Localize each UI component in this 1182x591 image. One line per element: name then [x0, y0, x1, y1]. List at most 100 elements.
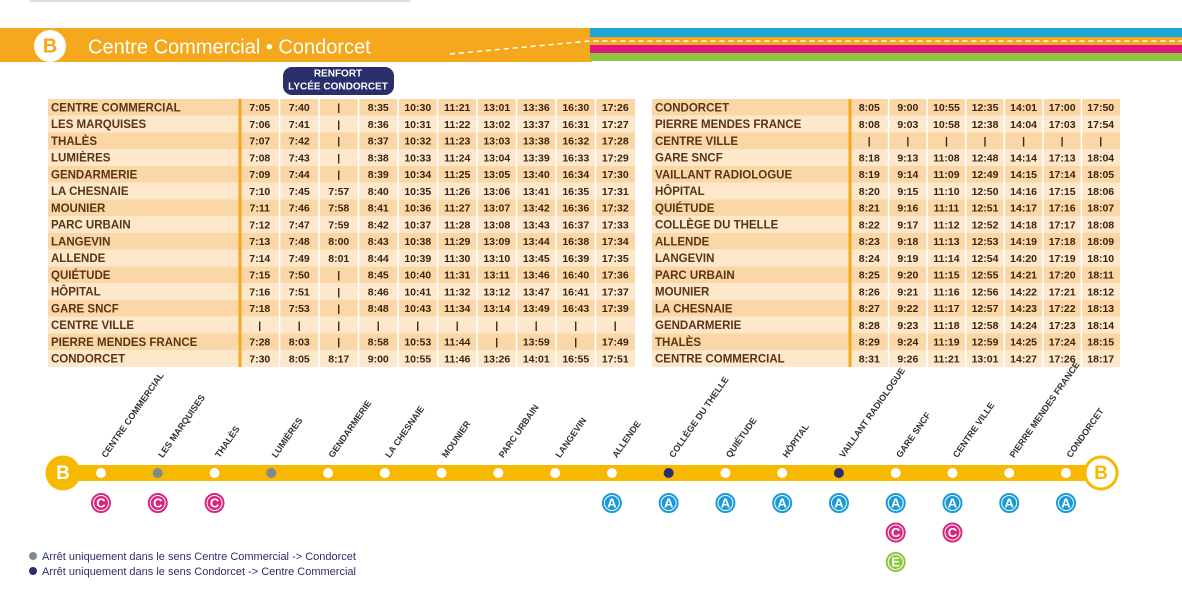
time: 11:26: [444, 186, 470, 198]
stop-label: CONDORCET: [1064, 406, 1106, 460]
row-bg: [48, 266, 635, 284]
time: 7:46: [289, 203, 310, 215]
title: Centre Commercial • Condorcet: [88, 36, 371, 58]
time: 16:34: [562, 169, 589, 181]
time: 9:03: [897, 119, 918, 131]
time: 11:27: [444, 203, 470, 215]
time: |: [535, 320, 538, 332]
time: 16:55: [562, 353, 589, 365]
time: 17:30: [602, 169, 629, 181]
time: 7:58: [328, 203, 349, 215]
time: |: [906, 136, 909, 148]
time: 10:33: [404, 152, 431, 164]
time: 9:22: [897, 303, 918, 315]
time: 16:40: [562, 270, 589, 282]
time: 10:43: [404, 303, 431, 315]
stop-name: CENTRE VILLE: [51, 320, 134, 332]
stop-dot: [606, 468, 617, 478]
connection-inner: [774, 495, 791, 511]
time: |: [1022, 136, 1025, 148]
line-badge-text: B: [43, 35, 57, 57]
stop-name: CONDORCET: [655, 102, 729, 114]
connection-inner: [887, 524, 904, 541]
stop-name: VAILLANT RADIOLOGUE: [655, 169, 792, 181]
time: 11:24: [444, 152, 470, 164]
time: 8:05: [289, 353, 310, 365]
time: 9:20: [897, 270, 918, 282]
connection-inner: [603, 495, 620, 511]
time: 8:42: [368, 219, 389, 231]
time: 12:52: [972, 219, 999, 231]
time: 14:21: [1010, 270, 1037, 282]
time: 9:24: [897, 337, 918, 349]
time: 18:06: [1087, 186, 1114, 198]
row-bg: [48, 199, 635, 217]
stop-label: CENTRE COMMERCIAL: [99, 370, 166, 459]
time: 7:16: [249, 286, 270, 298]
route-line: [62, 465, 1102, 481]
time: 8:01: [328, 253, 349, 265]
row-bg: [48, 316, 635, 334]
time: 18:15: [1087, 337, 1114, 349]
time: 17:15: [1049, 186, 1076, 198]
time: 18:12: [1087, 286, 1114, 298]
connection-letter: C: [210, 495, 220, 510]
time: 11:22: [444, 119, 470, 131]
stop-label: LANGEVIN: [554, 416, 589, 460]
time: 13:36: [523, 102, 550, 114]
row-bg: [652, 132, 1120, 150]
stop-dot: [96, 468, 106, 478]
time: 14:15: [1010, 169, 1037, 181]
time: 9:17: [897, 219, 918, 231]
row-bg: [48, 283, 635, 300]
time: 8:28: [859, 320, 880, 332]
legend-dot: [29, 552, 37, 560]
time: 17:54: [1087, 119, 1114, 131]
time: 8:17: [328, 353, 349, 365]
connection-inner: [717, 495, 734, 511]
time: 7:42: [289, 136, 310, 148]
connection-inner: [660, 495, 677, 511]
time: 13:07: [483, 203, 510, 215]
time: 12:50: [972, 186, 999, 198]
row-bg: [652, 149, 1120, 166]
time: 8:08: [859, 119, 880, 131]
time: 11:10: [933, 186, 959, 198]
time: |: [337, 320, 340, 332]
time: 11:16: [933, 286, 959, 298]
row-bg: [48, 166, 635, 183]
time: 11:34: [444, 303, 470, 315]
stop-name: HÔPITAL: [51, 286, 101, 299]
time: 13:06: [483, 186, 510, 198]
time: 13:37: [523, 119, 550, 131]
stop-name: PIERRE MENDES FRANCE: [655, 119, 802, 131]
time: 10:35: [404, 186, 431, 198]
row-bg: [652, 283, 1120, 300]
time: 7:43: [289, 152, 310, 164]
time: |: [1061, 136, 1064, 148]
time: |: [258, 320, 261, 332]
time: 8:31: [859, 353, 880, 365]
row-bg: [48, 216, 635, 233]
time: 17:14: [1049, 169, 1076, 181]
stripe: [590, 53, 1182, 61]
time: 14:01: [1010, 102, 1037, 114]
time: 12:48: [972, 152, 999, 164]
time: 7:15: [249, 270, 270, 282]
time: 11:21: [933, 353, 959, 365]
stop-name: HÔPITAL: [655, 185, 705, 198]
stop-dot: [1061, 468, 1071, 478]
time: 11:09: [933, 169, 959, 181]
time: 18:14: [1087, 320, 1114, 332]
stop-name: PIERRE MENDES FRANCE: [51, 337, 198, 349]
time: 9:18: [897, 236, 918, 248]
stop-name: CENTRE VILLE: [655, 136, 738, 148]
time: 16:33: [562, 152, 589, 164]
stop-label: ALLENDE: [610, 419, 643, 460]
row-bg: [48, 99, 635, 116]
time: 11:12: [933, 219, 959, 231]
time: 17:34: [602, 236, 629, 248]
connection-letter: A: [834, 495, 844, 510]
route-badge: [1083, 455, 1119, 491]
legend-dot: [29, 567, 37, 575]
